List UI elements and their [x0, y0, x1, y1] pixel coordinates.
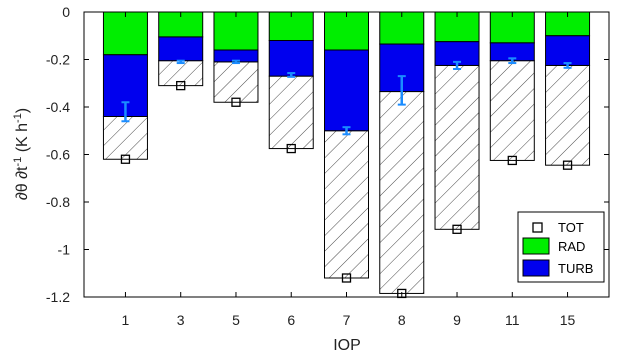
- rad-bar-7: [324, 11, 369, 51]
- tot-marker-6: [286, 143, 296, 154]
- x-tick-label: 5: [232, 312, 240, 328]
- x-axis-label: IOP: [333, 337, 361, 354]
- tot-marker-1: [120, 154, 131, 164]
- error-bar-6: [287, 72, 296, 78]
- legend-rad-label: RAD: [558, 239, 585, 254]
- error-bar-5: [231, 59, 240, 65]
- rad-bar-1: [102, 11, 148, 56]
- error-bar-15: [563, 62, 572, 69]
- residual-bar-6: [268, 75, 314, 150]
- residual-bar-9: [434, 64, 480, 230]
- x-tick-label: 11: [505, 312, 520, 328]
- turb-bar-3: [158, 36, 204, 62]
- residual-bar-5: [213, 61, 259, 103]
- error-bars: [121, 57, 572, 136]
- x-tick-label: 6: [287, 312, 295, 328]
- residual-bar-15: [545, 64, 591, 166]
- y-tick-label: -1.2: [46, 289, 70, 305]
- error-bar-3: [176, 59, 185, 65]
- y-axis-label-exp1: -1: [12, 157, 24, 167]
- turb-bar-7: [324, 49, 369, 132]
- y-tick-label: -0.4: [46, 99, 70, 115]
- residual-bar-8: [379, 91, 425, 294]
- tot-marker-11: [507, 155, 517, 166]
- legend-rad-swatch: [522, 237, 550, 255]
- residual-bar-11: [489, 60, 535, 161]
- legend: TOT RAD TURB: [517, 211, 605, 283]
- x-tick-label: 1: [122, 312, 130, 328]
- error-bar-8: [397, 75, 406, 106]
- tot-marker-5: [231, 97, 241, 107]
- error-bar-1: [121, 101, 130, 123]
- legend-tot-marker: [532, 222, 543, 233]
- legend-turb-swatch: [522, 259, 550, 277]
- y-axis-label-units: (K h: [14, 123, 31, 157]
- legend-tot-label: TOT: [558, 220, 584, 235]
- error-bar-9: [453, 60, 462, 70]
- x-tick-label: 8: [398, 312, 406, 328]
- error-bar-11: [508, 57, 517, 65]
- y-axis-label-close: ): [14, 108, 31, 113]
- y-axis-label-exp2: -1: [12, 113, 24, 123]
- y-tick-label: -1: [58, 242, 71, 258]
- tot-marker-15: [562, 160, 573, 170]
- y-axis-label-main: ∂θ ∂t: [14, 166, 31, 200]
- turb-bar-6: [268, 40, 314, 77]
- y-tick-label: -0.6: [46, 147, 70, 163]
- error-bar-7: [342, 126, 351, 136]
- rad-bar-11: [489, 11, 535, 44]
- x-tick-label: 7: [343, 312, 351, 328]
- axes: 0 -0.2 -0.4 -0.6 -0.8 -1 -1.2 1 3 5 6 7 8 9 11 15: [46, 4, 610, 328]
- residual-bar-1: [102, 116, 148, 160]
- residual-bar-7: [324, 130, 369, 279]
- tot-marker-7: [341, 273, 352, 283]
- x-tick-label: 9: [453, 312, 461, 328]
- rad-bar-5: [213, 11, 259, 51]
- y-tick-label: -0.2: [46, 52, 70, 68]
- x-tick-label: 15: [560, 312, 576, 328]
- y-axis-label: ∂θ ∂t-1 (K h-1): [12, 108, 31, 200]
- turb-bar-15: [545, 35, 591, 66]
- legend-turb-label: TURB: [558, 261, 593, 276]
- x-tick-label: 3: [177, 312, 185, 328]
- tot-marker-3: [176, 80, 186, 91]
- tot-markers: [120, 80, 573, 299]
- tot-marker-9: [452, 224, 462, 234]
- y-tick-label: 0: [62, 4, 70, 20]
- y-tick-label: -0.8: [46, 194, 70, 210]
